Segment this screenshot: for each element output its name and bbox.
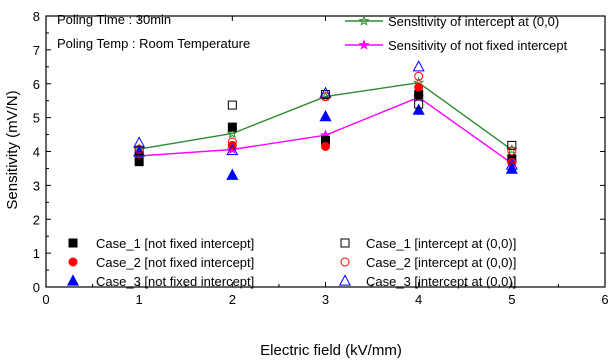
legend-case-marker bbox=[68, 238, 78, 248]
legend-case-marker bbox=[340, 257, 350, 267]
data-point-series-5 bbox=[227, 137, 237, 147]
y-tick-label: 8 bbox=[33, 9, 40, 24]
x-tick-label: 5 bbox=[508, 292, 515, 307]
data-point-series-3 bbox=[505, 162, 518, 174]
y-axis-label: Sensitivity (mV/N) bbox=[4, 90, 21, 209]
x-tick-label: 0 bbox=[42, 292, 49, 307]
annotation-poling-temp: Poling Temp : Room Temperature bbox=[57, 36, 250, 51]
trend-line-1 bbox=[139, 81, 513, 151]
data-point-series-6 bbox=[412, 60, 425, 72]
data-point-series-4 bbox=[414, 99, 424, 109]
data-point-series-1 bbox=[134, 157, 144, 167]
y-tick-label: 2 bbox=[33, 212, 40, 227]
y-tick-label: 1 bbox=[33, 246, 40, 261]
legend-cases: Case_1 [not fixed intercept] Case_2 [not … bbox=[66, 236, 516, 289]
legend-case-label: Case_3 [not fixed intercept] bbox=[96, 274, 254, 289]
data-points bbox=[133, 60, 518, 180]
data-point-series-2 bbox=[321, 141, 330, 151]
data-point-series-4 bbox=[227, 100, 237, 110]
data-point-series-6 bbox=[226, 143, 239, 156]
y-tick-label: 4 bbox=[33, 145, 40, 160]
x-tick-label: 1 bbox=[136, 292, 143, 307]
data-point-series-3 bbox=[319, 109, 332, 122]
legend-case-marker bbox=[66, 274, 80, 286]
data-point-series-6 bbox=[505, 158, 518, 170]
legend-line-marker bbox=[358, 15, 370, 26]
annotation-poling-time: Poling Time : 30min bbox=[57, 12, 171, 27]
legend-case-marker bbox=[340, 238, 350, 248]
y-tick-label: 5 bbox=[33, 111, 40, 126]
legend-lines: Sensitivity of intercept at (0,0) Sensiti… bbox=[345, 14, 568, 53]
x-tick-label: 3 bbox=[322, 292, 329, 307]
y-tick-label: 6 bbox=[33, 77, 40, 92]
legend-line-marker bbox=[358, 39, 370, 50]
data-point-series-1 bbox=[227, 122, 237, 132]
data-point-series-5 bbox=[134, 144, 144, 154]
data-point-series-3 bbox=[412, 103, 425, 115]
x-axis-label: Electric field (kV/mm) bbox=[260, 342, 402, 359]
legend-case-label: Case_1 [not fixed intercept] bbox=[96, 236, 254, 251]
legend-case-label: Case_3 [intercept at (0,0)] bbox=[366, 274, 516, 289]
data-point-series-2 bbox=[414, 82, 424, 92]
y-tick-label: 3 bbox=[33, 178, 40, 193]
y-tick-label: 0 bbox=[33, 280, 40, 295]
data-point-series-6 bbox=[319, 86, 332, 98]
data-point-series-5 bbox=[321, 92, 330, 102]
legend-case-label: Case_2 [intercept at (0,0)] bbox=[366, 255, 516, 270]
y-tick-label: 7 bbox=[33, 43, 40, 58]
x-tick-label: 4 bbox=[415, 292, 422, 307]
data-point-series-5 bbox=[507, 146, 517, 156]
legend-case-label: Case_1 [intercept at (0,0)] bbox=[366, 236, 516, 251]
legend-case-label: Case_2 [not fixed intercept] bbox=[96, 255, 254, 270]
legend-line-label: Sensitivity of intercept at (0,0) bbox=[388, 14, 559, 29]
data-point-series-3 bbox=[133, 145, 146, 157]
trend-lines bbox=[133, 76, 518, 169]
data-point-series-4 bbox=[507, 140, 517, 150]
data-point-series-5 bbox=[414, 71, 424, 81]
trend-point bbox=[226, 127, 238, 139]
data-point-series-6 bbox=[133, 136, 146, 148]
x-tick-label: 2 bbox=[229, 292, 236, 307]
data-point-series-1 bbox=[414, 90, 424, 100]
axes: 0 1 2 3 4 5 6 0 1 2 3 4 5 6 7 8 bbox=[33, 9, 609, 307]
legend-line-label: Sensitivity of not fixed intercept bbox=[388, 38, 568, 53]
data-point-series-3 bbox=[226, 168, 239, 180]
x-tick-label: 6 bbox=[601, 292, 608, 307]
legend-case-marker bbox=[68, 257, 78, 267]
legend-case-marker bbox=[338, 274, 352, 286]
